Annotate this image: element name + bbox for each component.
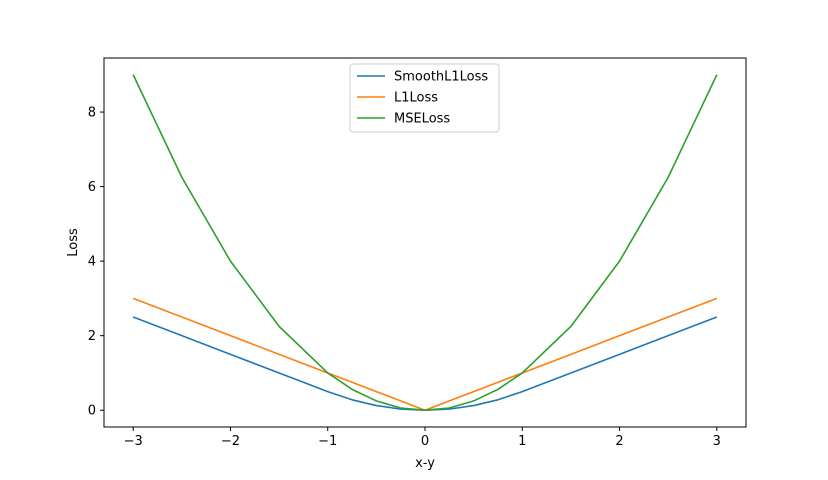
x-tick-label: −1 bbox=[318, 434, 337, 449]
x-tick-label: 2 bbox=[615, 434, 623, 449]
plot-area bbox=[103, 57, 747, 428]
legend-label: L1Loss bbox=[394, 91, 438, 106]
y-tick-label: 8 bbox=[88, 106, 96, 121]
y-tick-label: 0 bbox=[88, 404, 96, 419]
y-axis: 0 2 4 6 8 bbox=[88, 106, 104, 419]
legend-label: SmoothL1Loss bbox=[394, 70, 488, 85]
legend-label: MSELoss bbox=[394, 112, 450, 127]
x-tick-label: 1 bbox=[518, 434, 526, 449]
legend-box bbox=[349, 63, 500, 133]
y-axis-label: Loss bbox=[66, 228, 81, 257]
x-axis-label: x-y bbox=[415, 456, 435, 471]
series-line-mseloss bbox=[132, 74, 718, 412]
x-axis: −3 −2 −1 0 1 2 3 bbox=[124, 427, 721, 449]
x-tick-label: −3 bbox=[124, 434, 143, 449]
legend: SmoothL1Loss L1Loss MSELoss bbox=[349, 63, 500, 133]
x-tick-label: 0 bbox=[421, 434, 429, 449]
y-tick-label: 6 bbox=[88, 180, 96, 195]
x-tick-label: 3 bbox=[713, 434, 721, 449]
x-tick-label: −2 bbox=[221, 434, 240, 449]
series-layer bbox=[132, 74, 718, 412]
y-tick-label: 4 bbox=[88, 255, 96, 270]
y-tick-label: 2 bbox=[88, 329, 96, 344]
